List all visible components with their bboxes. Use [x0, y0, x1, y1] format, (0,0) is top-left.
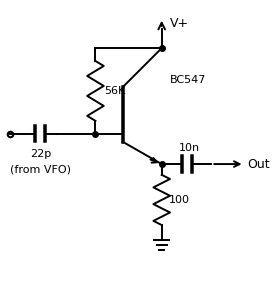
Text: 100: 100 [169, 195, 190, 205]
Text: 10n: 10n [179, 143, 200, 153]
Text: Out: Out [247, 158, 270, 171]
Text: 56K: 56K [104, 86, 125, 96]
Text: V+: V+ [170, 17, 189, 30]
Text: (from VFO): (from VFO) [10, 164, 71, 174]
Text: 22p: 22p [30, 149, 51, 159]
Text: BC547: BC547 [170, 75, 206, 85]
